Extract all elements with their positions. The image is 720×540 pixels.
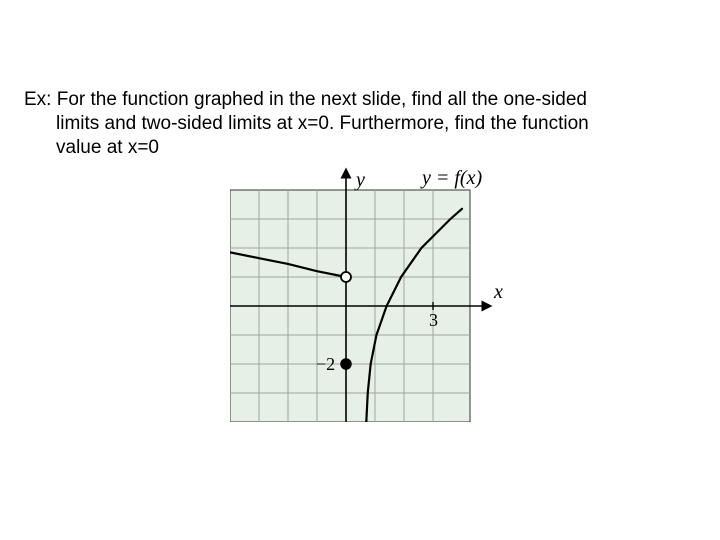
function-graph: 3 −2 y x y = f(x) (230, 166, 518, 422)
prompt-line-1: Ex: For the function graphed in the next… (24, 89, 587, 110)
y-tick-label: −2 (316, 354, 335, 374)
prompt-line-3: value at x=0 (24, 136, 664, 160)
equation-label: y = f(x) (420, 167, 482, 189)
x-axis-label: x (493, 281, 503, 303)
x-tick-label: 3 (429, 310, 438, 330)
open-point (341, 272, 351, 282)
y-axis-label: y (354, 169, 365, 191)
slide: Ex: For the function graphed in the next… (0, 0, 720, 540)
problem-statement: Ex: For the function graphed in the next… (24, 88, 664, 159)
prompt-line-2: limits and two-sided limits at x=0. Furt… (24, 112, 664, 136)
closed-point (341, 359, 351, 369)
graph-svg: 3 −2 y x y = f(x) (230, 166, 518, 422)
